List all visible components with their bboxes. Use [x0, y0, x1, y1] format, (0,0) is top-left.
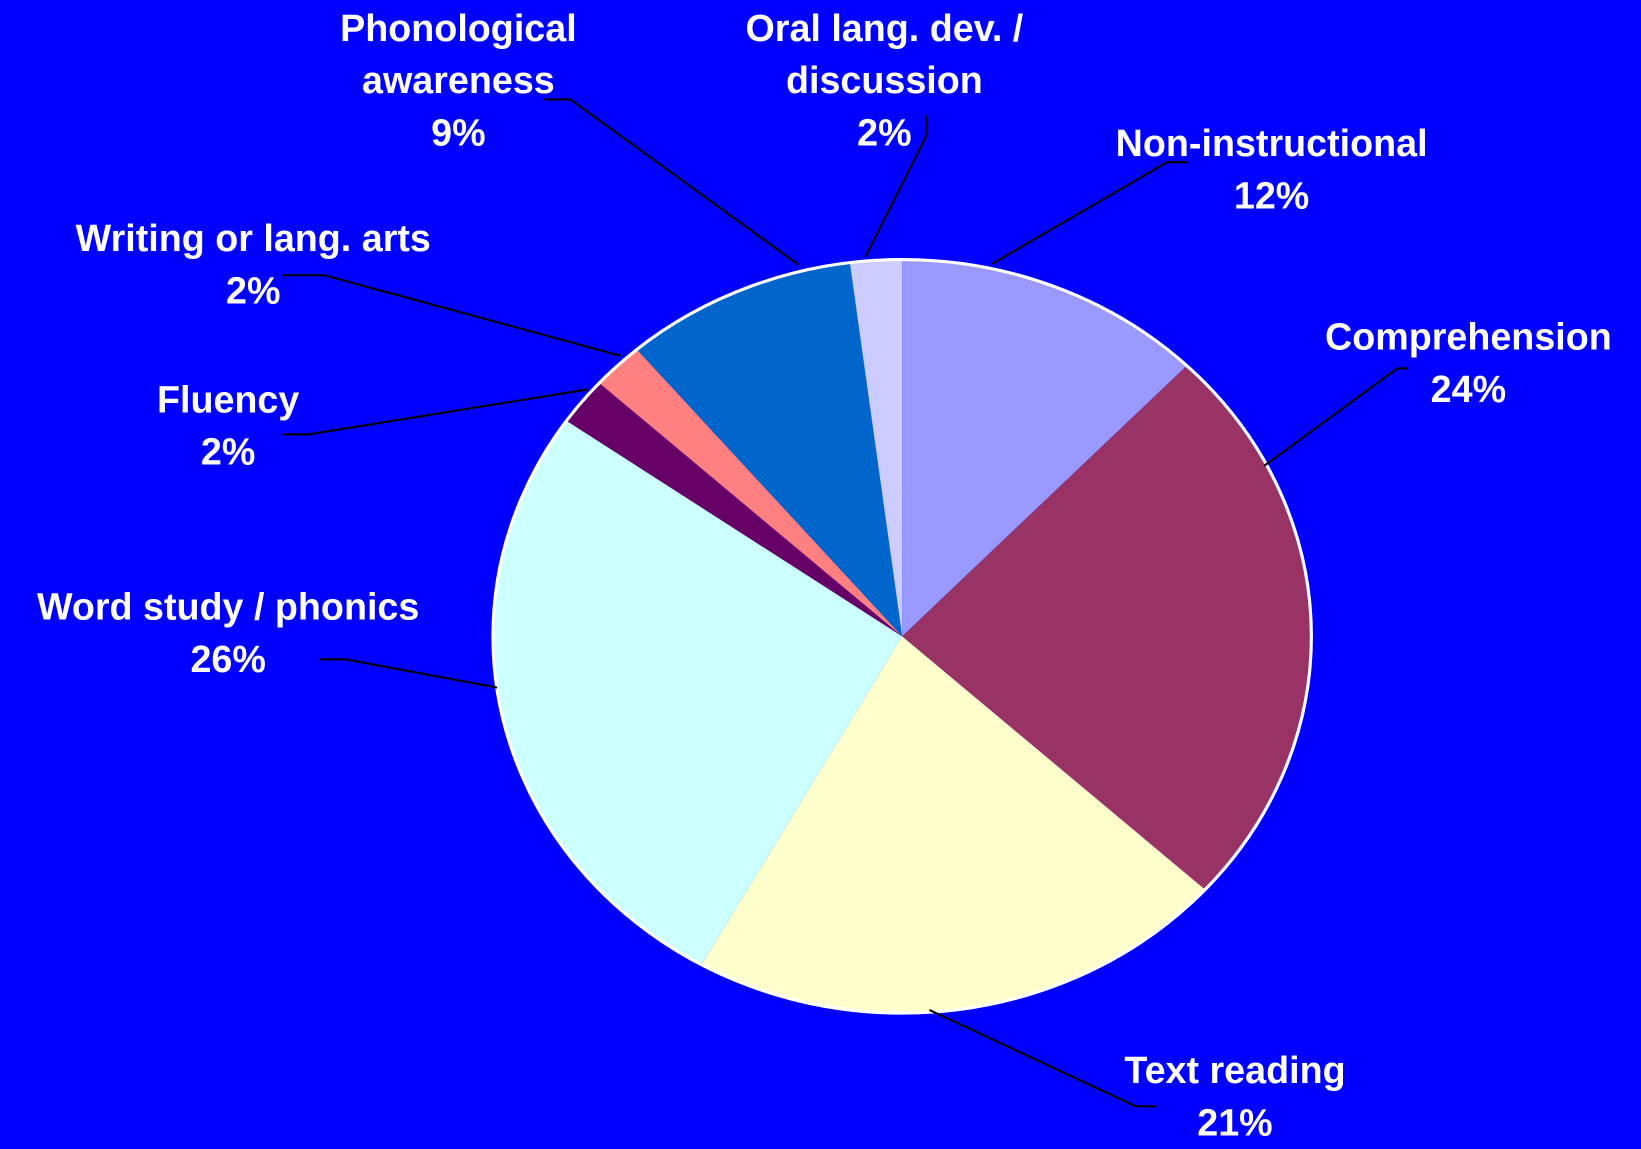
slice-label: Word study / phonics 26%: [37, 581, 419, 686]
leader-line: [319, 658, 498, 689]
category-label: Oral lang. dev. / discussion: [745, 6, 1024, 102]
category-label: Text reading: [1124, 1048, 1346, 1092]
leader-line: [864, 115, 928, 257]
slice-label: Phonological awareness 9%: [307, 2, 611, 159]
value-label: 2%: [857, 110, 912, 154]
leader-line: [282, 274, 621, 357]
pie-outline: [491, 257, 1313, 1015]
slice-label: Text reading 21%: [1124, 1045, 1345, 1149]
leader-line: [1263, 367, 1408, 467]
pie-slice: [492, 420, 903, 965]
category-label: Word study / phonics: [36, 585, 420, 628]
category-label: Phonological awareness: [340, 6, 577, 102]
slice-label: Comprehension 24%: [1325, 311, 1612, 416]
slice-label: Oral lang. dev. / discussion 2%: [712, 2, 1057, 159]
slice-label: Non-instructional 12%: [1116, 117, 1428, 222]
pie-slice: [902, 365, 1312, 890]
value-label: 21%: [1197, 1101, 1273, 1144]
value-label: 9%: [431, 110, 486, 154]
value-label: 24%: [1430, 367, 1507, 411]
pie-slice: [849, 259, 903, 637]
slice-label: Writing or lang. arts 2%: [76, 212, 431, 317]
category-label: Non-instructional: [1115, 121, 1428, 165]
value-label: 2%: [200, 430, 256, 474]
leader-line: [544, 98, 800, 266]
pie-slice: [636, 262, 903, 637]
leader-line: [928, 1009, 1157, 1108]
pie-slice: [902, 259, 1187, 637]
leader-line: [282, 388, 589, 436]
value-label: 26%: [190, 637, 266, 681]
category-label: Fluency: [156, 377, 300, 421]
slice-label: Fluency 2%: [157, 374, 299, 479]
value-label: 2%: [226, 268, 281, 312]
value-label: 12%: [1233, 173, 1310, 217]
category-label: Writing or lang. arts: [75, 216, 431, 260]
pie-slice: [566, 383, 903, 637]
pie-slice: [599, 349, 903, 637]
pie-slice: [701, 636, 1206, 1014]
category-label: Comprehension: [1324, 315, 1612, 358]
leader-line: [991, 161, 1188, 265]
